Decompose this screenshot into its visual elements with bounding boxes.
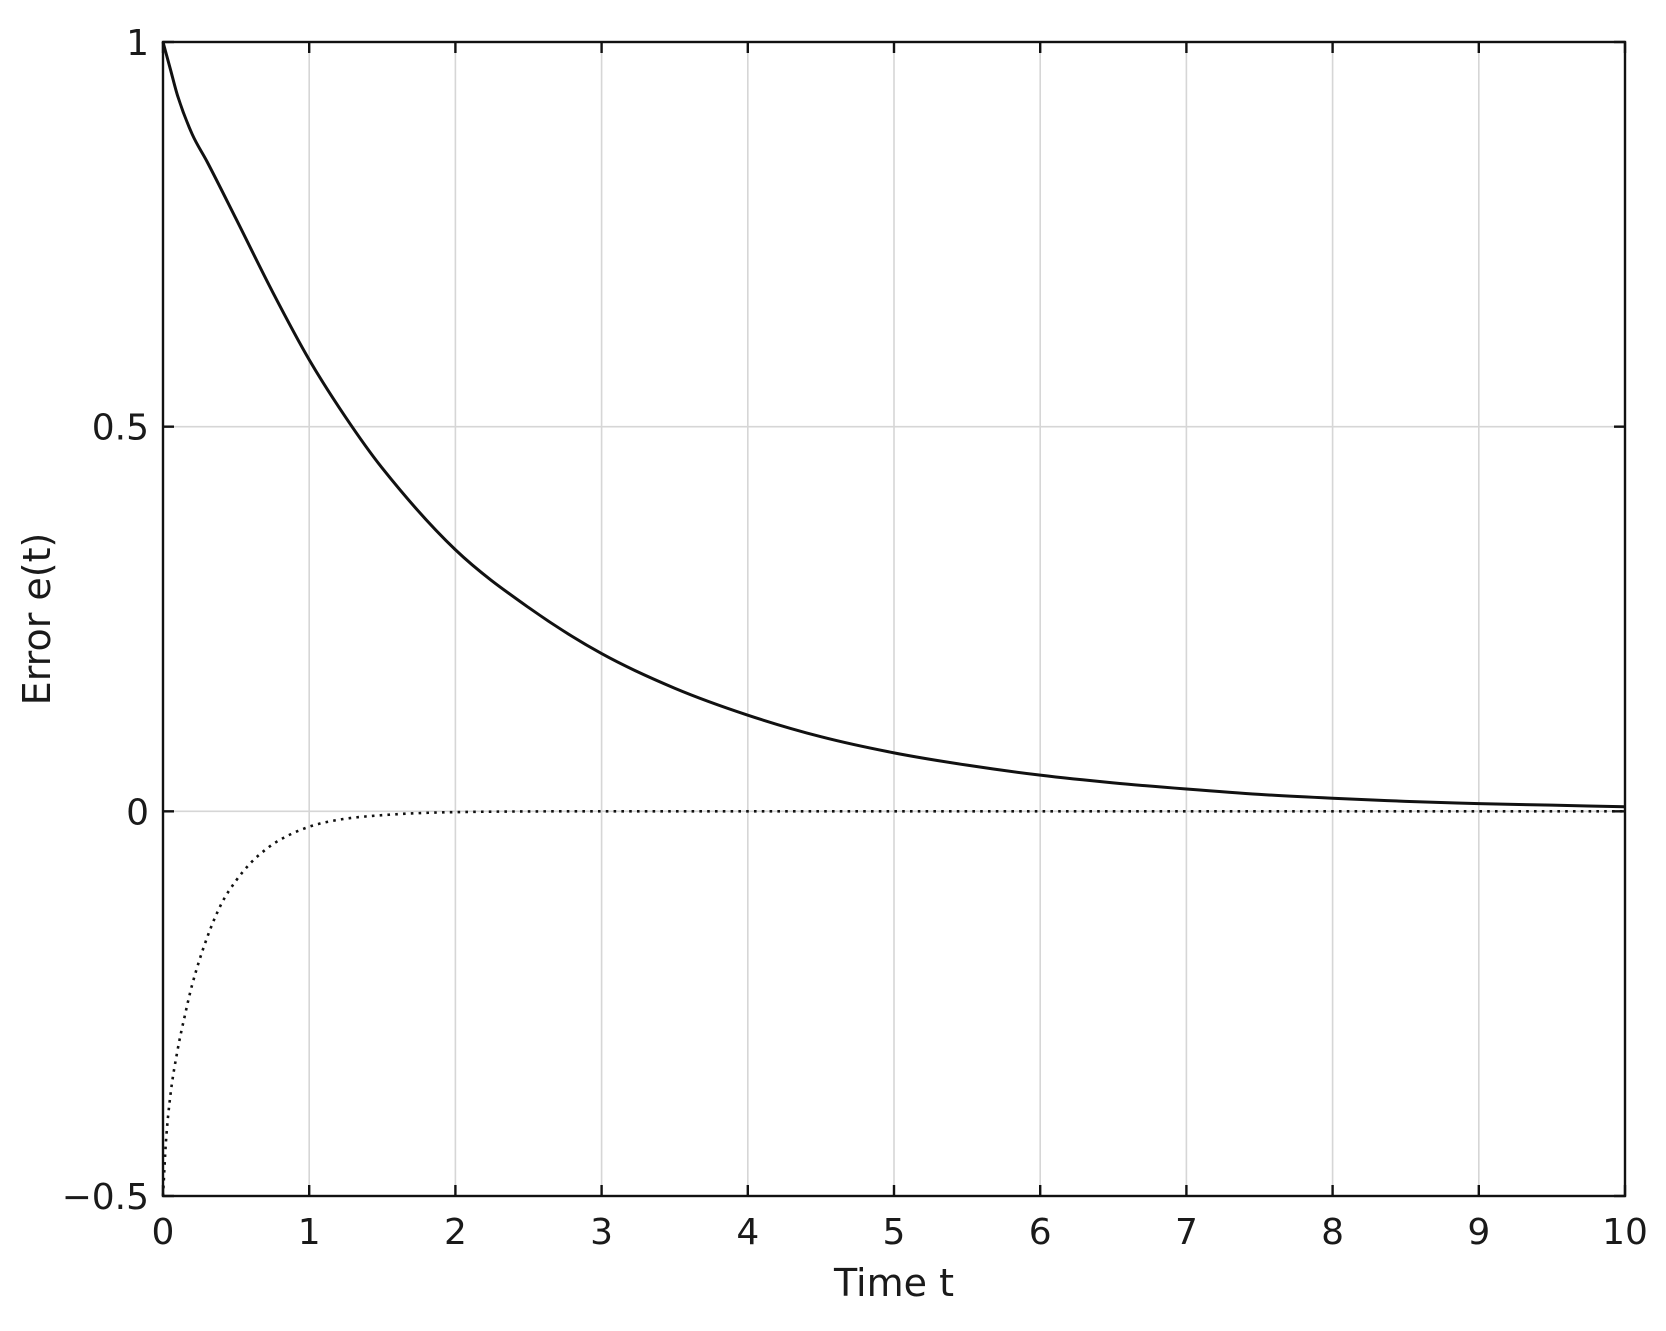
x-tick-label: 2 (444, 1212, 467, 1253)
x-tick-label: 1 (298, 1212, 321, 1253)
x-tick-label: 3 (590, 1212, 613, 1253)
series-layer (161, 41, 1626, 1197)
series-line-solid (161, 41, 1626, 809)
y-tick-labels: −0.5 0 0.5 1 (62, 23, 149, 1218)
x-tick-label: 7 (1175, 1212, 1198, 1253)
x-tick-labels: 0 1 2 3 4 5 6 7 8 9 10 (152, 1212, 1648, 1253)
x-tick-label: 6 (1029, 1212, 1052, 1253)
x-tick-label: 8 (1321, 1212, 1344, 1253)
x-tick-label: 4 (736, 1212, 759, 1253)
x-tick-label: 10 (1602, 1212, 1648, 1253)
x-tick-label: 5 (883, 1212, 906, 1253)
ticks (161, 40, 1627, 1198)
y-tick-label: 1 (126, 23, 149, 64)
grid (163, 42, 1625, 1196)
y-tick-label: 0 (126, 792, 149, 833)
y-axis-label: Error e(t) (15, 533, 59, 706)
x-tick-label: 0 (152, 1212, 175, 1253)
y-tick-label: 0.5 (92, 408, 149, 449)
y-tick-label: −0.5 (62, 1177, 149, 1218)
x-tick-label: 9 (1467, 1212, 1490, 1253)
x-axis-label: Time t (833, 1261, 954, 1305)
